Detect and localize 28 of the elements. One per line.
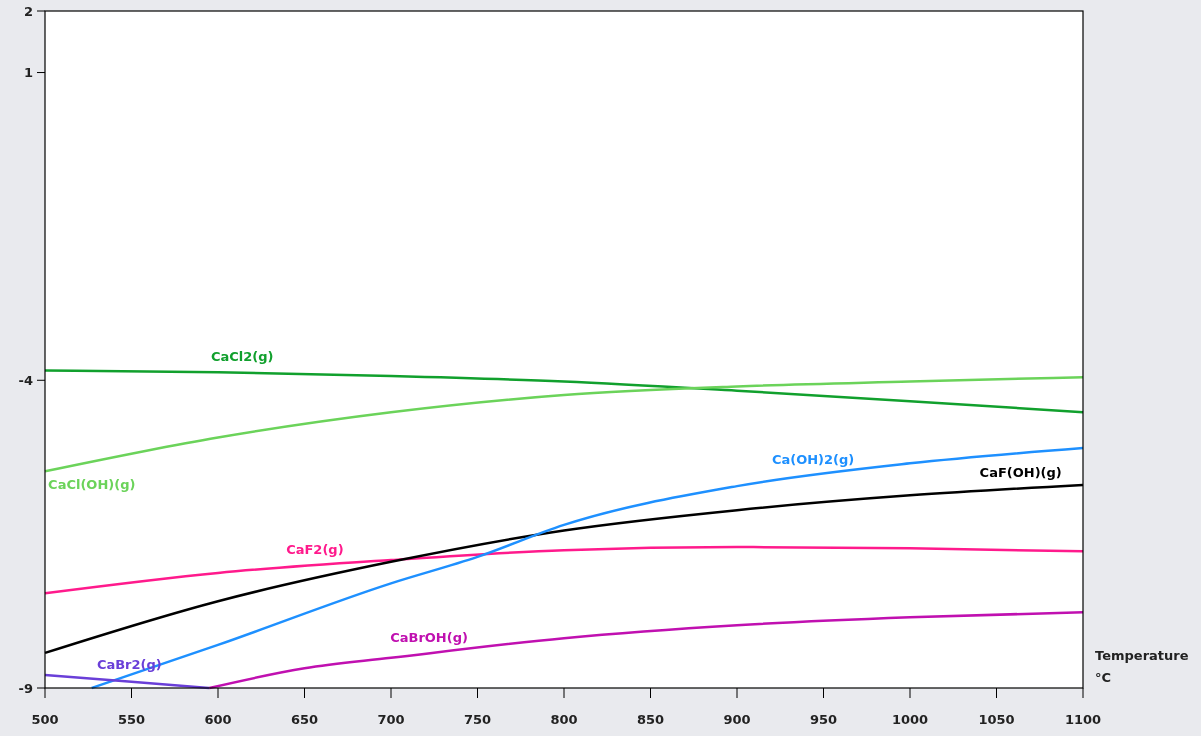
x-tick-label: 550: [117, 712, 146, 727]
x-tick-label: 800: [550, 712, 578, 727]
series-label: CaCl2(g): [210, 348, 274, 364]
x-tick-label: 1000: [891, 712, 929, 727]
x-tick-label: 600: [204, 712, 232, 727]
x-tick-label: 650: [290, 712, 319, 727]
x-axis-title: Temperature °C: [1095, 648, 1189, 685]
line-series: [43, 369, 1085, 414]
line-series: [208, 611, 1085, 690]
line-series: [43, 545, 1085, 595]
x-tick-label: 700: [377, 712, 405, 727]
y-tick-label: 2: [23, 3, 33, 19]
series-label: CaBr2(g): [96, 657, 162, 673]
series-label: CaF(OH)(g): [979, 464, 1062, 480]
x-tick-label: 950: [809, 712, 838, 727]
x-tick-label: 1100: [1064, 712, 1102, 727]
x-tick-label: 500: [31, 712, 59, 727]
x-tick-label: 1050: [978, 712, 1015, 727]
y-tick-label: -4: [18, 372, 33, 388]
series-label: CaBrOH(g): [390, 629, 468, 645]
x-tick-label: 850: [636, 712, 665, 727]
series-label: Ca(OH)2(g): [771, 452, 855, 468]
y-tick-label: 1: [23, 65, 33, 81]
series-label: CaF2(g): [286, 541, 344, 557]
x-tick-label: 900: [723, 712, 751, 727]
y-tick-label: -9: [18, 680, 33, 696]
series-label: CaCl(OH)(g): [48, 476, 136, 492]
x-tick-label: 750: [463, 712, 492, 727]
